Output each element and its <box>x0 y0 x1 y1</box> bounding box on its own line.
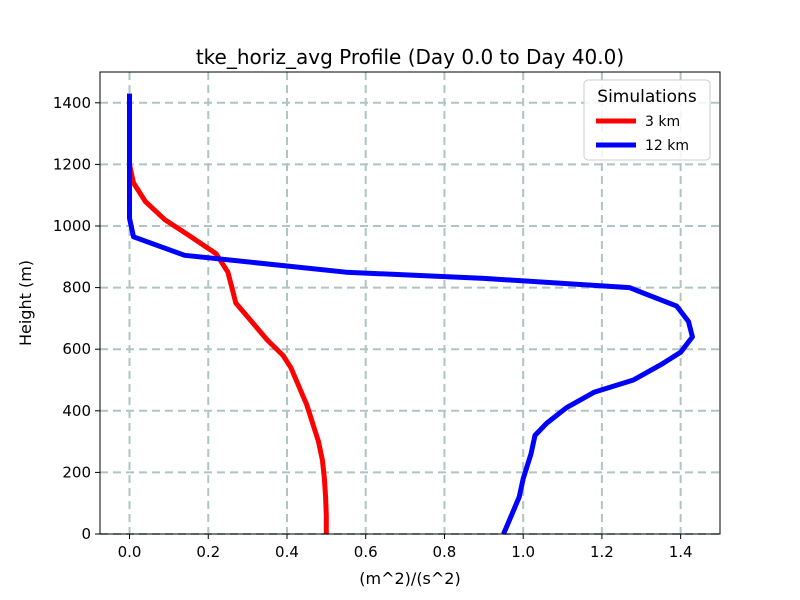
x-axis-ticks: 0.0 0.2 0.4 0.6 0.8 1.0 1.2 1.4 <box>118 534 693 561</box>
plot-frame <box>99 71 721 535</box>
legend-title: Simulations <box>597 87 697 107</box>
y-axis-label: Height (m) <box>16 260 35 346</box>
y-tick-label: 1400 <box>53 94 91 112</box>
series-line-12km <box>127 93 695 535</box>
x-tick-label: 0.0 <box>118 543 142 561</box>
y-tick-label: 600 <box>62 340 91 358</box>
legend-box <box>583 79 711 161</box>
legend-label-12km: 12 km <box>645 138 689 154</box>
y-tick-label: 400 <box>62 402 91 420</box>
x-tick-label: 1.0 <box>511 543 535 561</box>
series-layer <box>127 93 695 535</box>
chart-title: tke_horiz_avg Profile (Day 0.0 to Day 40… <box>196 45 624 69</box>
y-tick-label: 0 <box>81 525 91 543</box>
x-tick-label: 1.4 <box>669 543 693 561</box>
x-tick-label: 1.2 <box>590 543 614 561</box>
x-axis-label: (m^2)/(s^2) <box>359 569 460 588</box>
x-tick-label: 0.6 <box>354 543 378 561</box>
y-axis-ticks: 0 200 400 600 800 1000 1200 1400 <box>53 94 100 543</box>
y-tick-label: 1000 <box>53 217 91 235</box>
y-tick-label: 1200 <box>53 155 91 173</box>
y-tick-label: 800 <box>62 279 91 297</box>
x-tick-label: 0.2 <box>196 543 220 561</box>
legend-label-3km: 3 km <box>645 114 680 130</box>
grid-layer <box>100 72 720 535</box>
y-tick-label: 200 <box>62 463 91 481</box>
series-line-3km <box>127 93 329 534</box>
legend: Simulations 3 km 12 km <box>583 79 711 161</box>
x-tick-label: 0.4 <box>275 543 299 561</box>
x-tick-label: 0.8 <box>433 543 457 561</box>
